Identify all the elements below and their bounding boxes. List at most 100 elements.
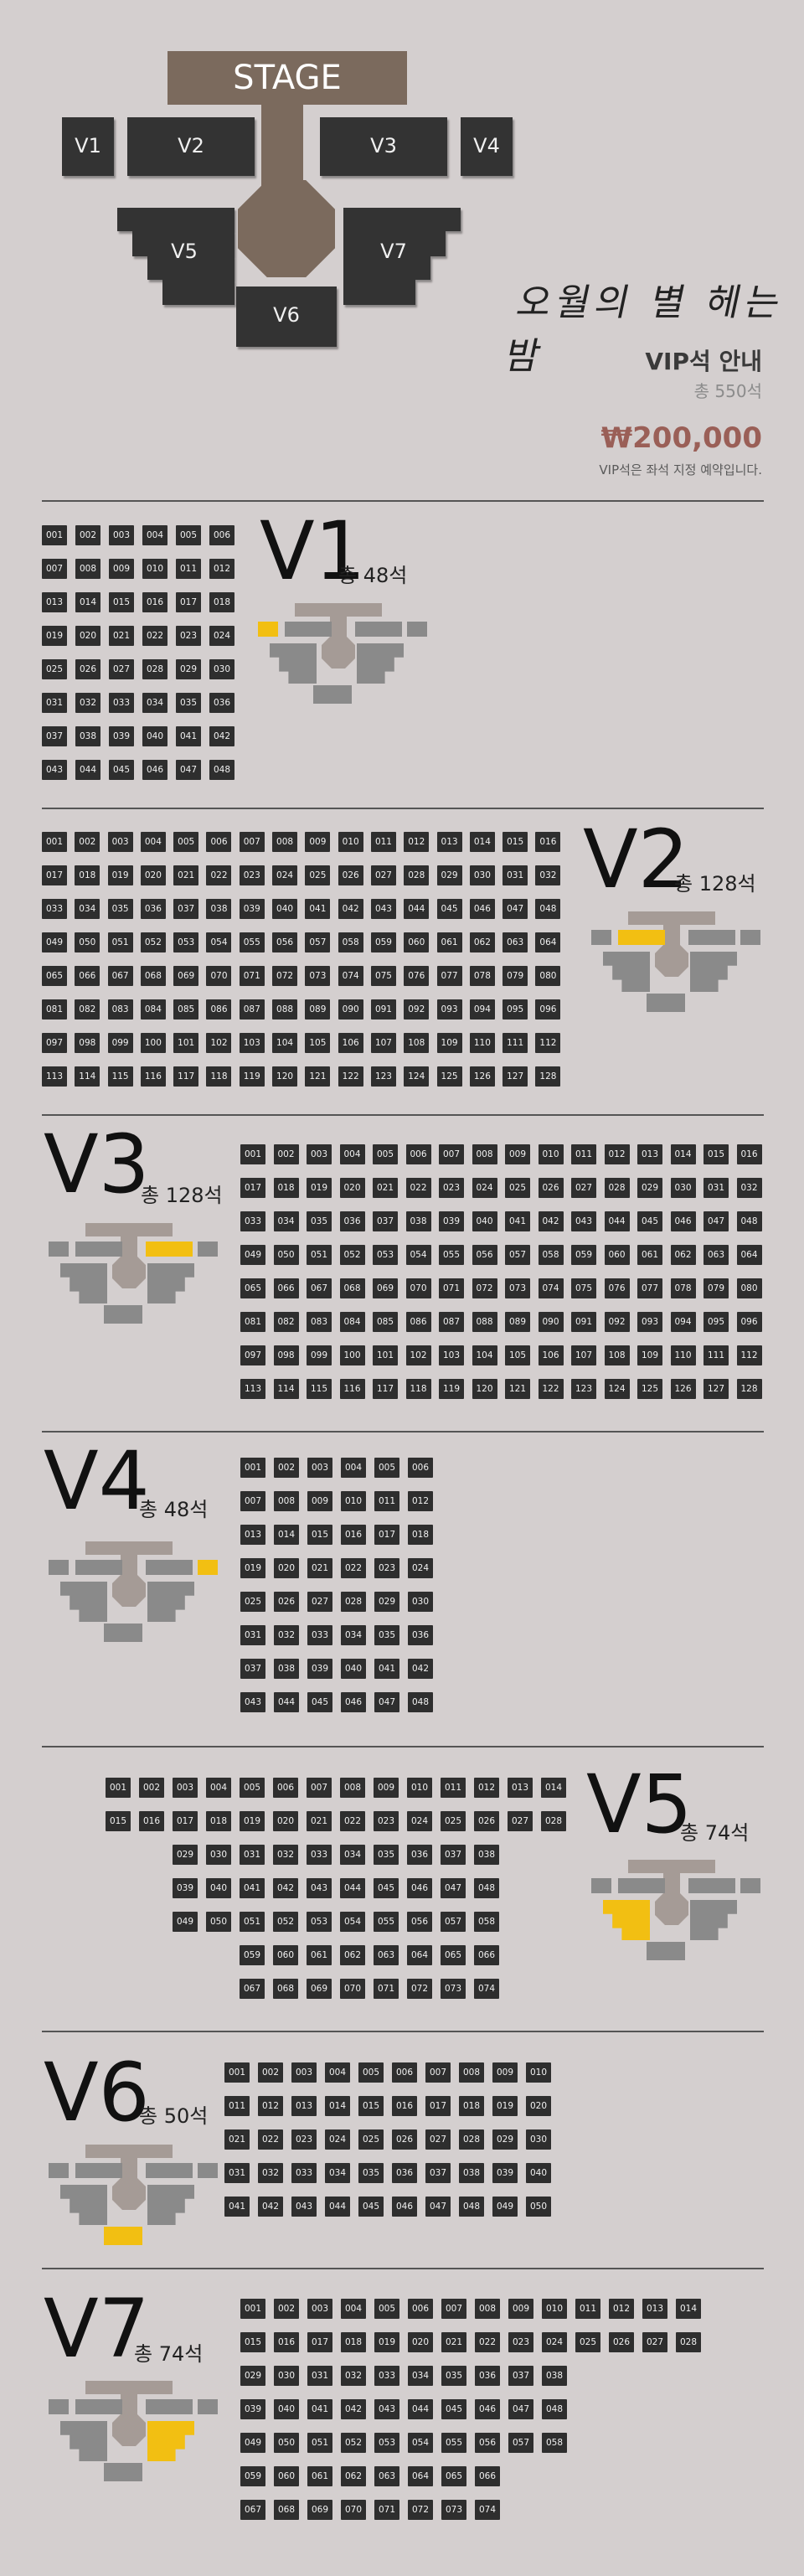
seat-v7-030[interactable]: 030	[274, 2366, 299, 2386]
seat-v7-052[interactable]: 052	[341, 2433, 366, 2453]
seat-v7-044[interactable]: 044	[408, 2399, 433, 2419]
seat-v1-005[interactable]: 005	[176, 525, 201, 545]
seat-v3-096[interactable]: 096	[736, 1312, 762, 1332]
seat-v5-047[interactable]: 047	[441, 1878, 466, 1898]
seat-v2-006[interactable]: 006	[206, 832, 232, 852]
seat-v3-109[interactable]: 109	[637, 1345, 662, 1365]
seat-v7-051[interactable]: 051	[307, 2433, 332, 2453]
seat-v5-030[interactable]: 030	[206, 1845, 231, 1865]
seat-v5-011[interactable]: 011	[441, 1778, 466, 1798]
seat-v3-064[interactable]: 064	[736, 1245, 762, 1265]
seat-v2-068[interactable]: 068	[140, 966, 166, 986]
seat-v3-076[interactable]: 076	[604, 1278, 630, 1298]
seat-v3-080[interactable]: 080	[736, 1278, 762, 1298]
seat-v6-013[interactable]: 013	[291, 2096, 317, 2116]
seat-v4-048[interactable]: 048	[408, 1692, 433, 1712]
seat-v4-015[interactable]: 015	[307, 1525, 332, 1545]
seat-v2-076[interactable]: 076	[404, 966, 430, 986]
seat-v4-012[interactable]: 012	[408, 1491, 433, 1511]
seat-v2-024[interactable]: 024	[272, 865, 298, 885]
seat-v2-128[interactable]: 128	[535, 1066, 561, 1087]
seat-v3-023[interactable]: 023	[439, 1178, 464, 1198]
seat-v2-044[interactable]: 044	[404, 899, 430, 919]
seat-v5-025[interactable]: 025	[441, 1811, 466, 1831]
seat-v7-040[interactable]: 040	[274, 2399, 299, 2419]
seat-v3-020[interactable]: 020	[339, 1178, 365, 1198]
seat-v1-004[interactable]: 004	[142, 525, 168, 545]
seat-v5-074[interactable]: 074	[474, 1979, 499, 1999]
seat-v3-120[interactable]: 120	[472, 1379, 497, 1399]
seat-v2-069[interactable]: 069	[173, 966, 199, 986]
seat-v1-038[interactable]: 038	[75, 726, 100, 746]
seat-v5-008[interactable]: 008	[340, 1778, 365, 1798]
seat-v3-032[interactable]: 032	[736, 1178, 762, 1198]
seat-v2-114[interactable]: 114	[75, 1066, 100, 1087]
seat-v2-092[interactable]: 092	[404, 999, 430, 1020]
seat-v3-115[interactable]: 115	[307, 1379, 332, 1399]
seat-v6-050[interactable]: 050	[526, 2197, 551, 2217]
seat-v3-029[interactable]: 029	[637, 1178, 662, 1198]
seat-v3-052[interactable]: 052	[339, 1245, 365, 1265]
seat-v2-126[interactable]: 126	[469, 1066, 495, 1087]
seat-v5-015[interactable]: 015	[106, 1811, 131, 1831]
seat-v1-032[interactable]: 032	[75, 693, 100, 713]
seat-v5-055[interactable]: 055	[374, 1912, 399, 1932]
seat-v2-074[interactable]: 074	[338, 966, 363, 986]
seat-v4-029[interactable]: 029	[374, 1592, 399, 1612]
seat-v6-004[interactable]: 004	[325, 2062, 350, 2083]
seat-v6-035[interactable]: 035	[358, 2163, 384, 2183]
seat-v1-029[interactable]: 029	[176, 659, 201, 679]
seat-v2-014[interactable]: 014	[469, 832, 495, 852]
seat-v6-017[interactable]: 017	[425, 2096, 451, 2116]
seat-v1-016[interactable]: 016	[142, 592, 168, 612]
seat-v5-067[interactable]: 067	[240, 1979, 265, 1999]
seat-v3-079[interactable]: 079	[704, 1278, 729, 1298]
seat-v3-108[interactable]: 108	[604, 1345, 630, 1365]
seat-v7-063[interactable]: 063	[374, 2466, 399, 2486]
seat-v5-002[interactable]: 002	[139, 1778, 164, 1798]
seat-v2-110[interactable]: 110	[469, 1033, 495, 1053]
seat-v4-027[interactable]: 027	[307, 1592, 332, 1612]
seat-v3-123[interactable]: 123	[571, 1379, 596, 1399]
block-v3[interactable]	[320, 117, 447, 176]
seat-v3-119[interactable]: 119	[439, 1379, 464, 1399]
seat-v2-080[interactable]: 080	[535, 966, 561, 986]
seat-v5-037[interactable]: 037	[441, 1845, 466, 1865]
seat-v2-116[interactable]: 116	[140, 1066, 166, 1087]
seat-v2-083[interactable]: 083	[107, 999, 133, 1020]
seat-v3-027[interactable]: 027	[571, 1178, 596, 1198]
seat-v5-007[interactable]: 007	[307, 1778, 332, 1798]
seat-v4-002[interactable]: 002	[274, 1458, 299, 1478]
seat-v2-037[interactable]: 037	[173, 899, 199, 919]
seat-v2-058[interactable]: 058	[338, 932, 363, 952]
seat-v4-043[interactable]: 043	[240, 1692, 265, 1712]
seat-v2-041[interactable]: 041	[305, 899, 331, 919]
seat-v1-039[interactable]: 039	[109, 726, 134, 746]
seat-v2-118[interactable]: 118	[206, 1066, 232, 1087]
seat-v5-035[interactable]: 035	[374, 1845, 399, 1865]
seat-v5-069[interactable]: 069	[307, 1979, 332, 1999]
seat-v3-069[interactable]: 069	[373, 1278, 398, 1298]
seat-v5-046[interactable]: 046	[407, 1878, 432, 1898]
seat-v4-026[interactable]: 026	[274, 1592, 299, 1612]
seat-v3-111[interactable]: 111	[704, 1345, 729, 1365]
seat-v2-042[interactable]: 042	[338, 899, 363, 919]
seat-v4-022[interactable]: 022	[341, 1558, 366, 1578]
seat-v1-020[interactable]: 020	[75, 626, 100, 646]
seat-v1-035[interactable]: 035	[176, 693, 201, 713]
seat-v2-103[interactable]: 103	[239, 1033, 265, 1053]
seat-v2-121[interactable]: 121	[305, 1066, 331, 1087]
seat-v1-018[interactable]: 018	[209, 592, 234, 612]
seat-v6-029[interactable]: 029	[492, 2129, 518, 2150]
seat-v7-027[interactable]: 027	[642, 2332, 667, 2352]
seat-v7-026[interactable]: 026	[609, 2332, 634, 2352]
seat-v7-019[interactable]: 019	[374, 2332, 399, 2352]
seat-v6-010[interactable]: 010	[526, 2062, 551, 2083]
seat-v2-071[interactable]: 071	[239, 966, 265, 986]
seat-v3-068[interactable]: 068	[339, 1278, 365, 1298]
seat-v2-053[interactable]: 053	[173, 932, 199, 952]
seat-v7-032[interactable]: 032	[341, 2366, 366, 2386]
seat-v2-085[interactable]: 085	[173, 999, 199, 1020]
seat-v4-008[interactable]: 008	[274, 1491, 299, 1511]
seat-v2-048[interactable]: 048	[535, 899, 561, 919]
